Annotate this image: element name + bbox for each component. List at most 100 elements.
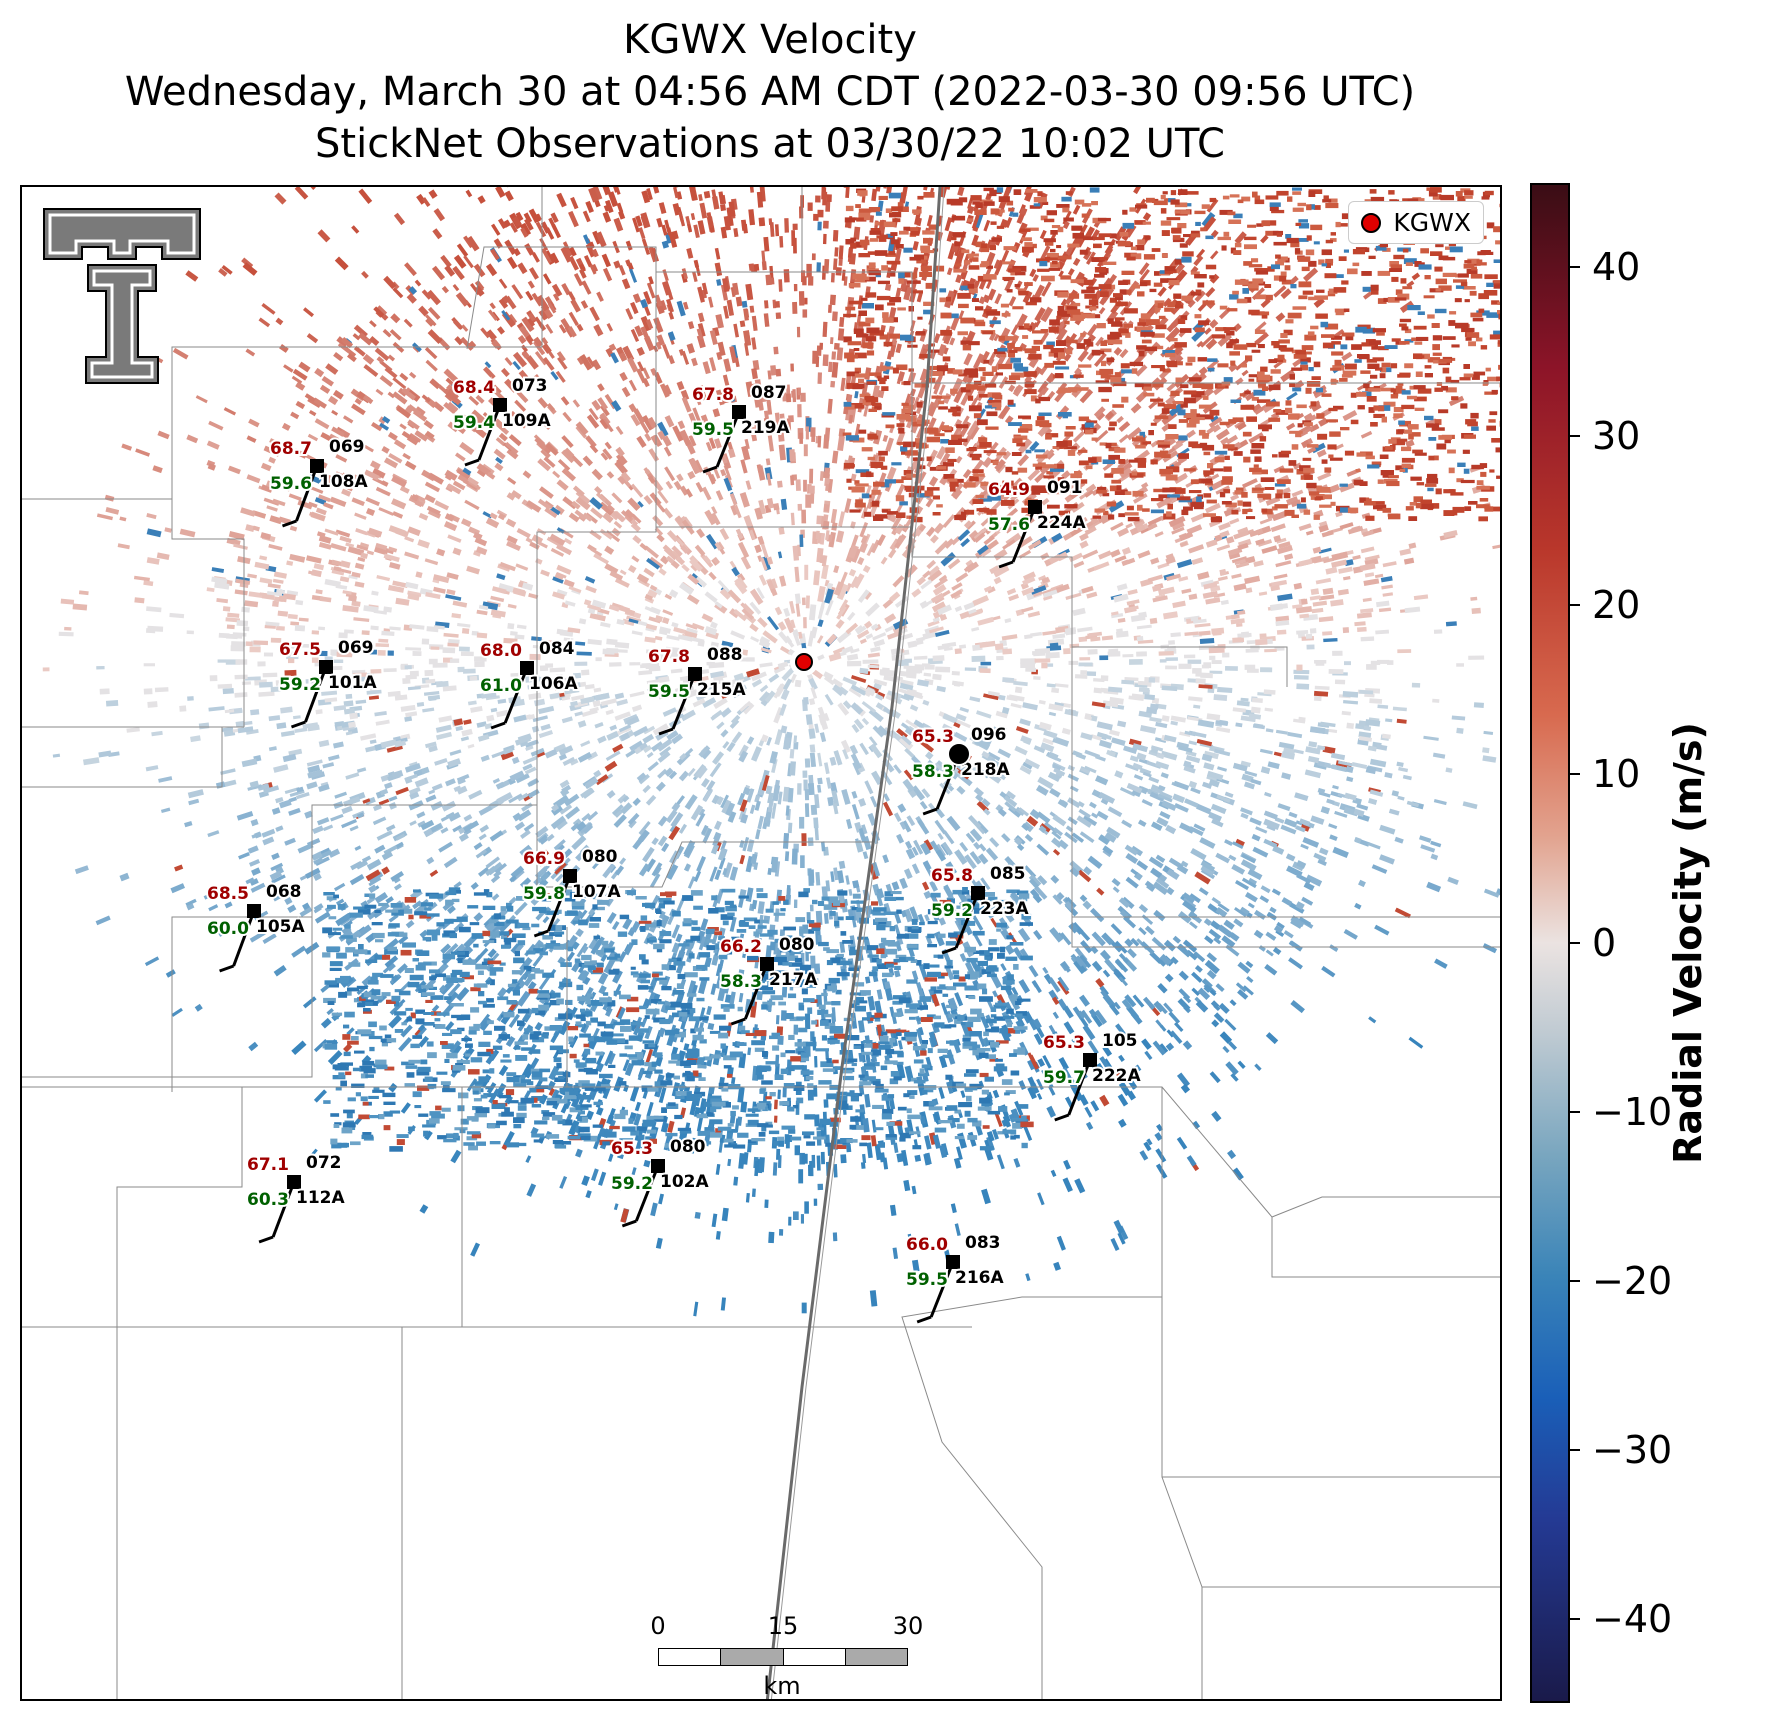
station-marker bbox=[563, 869, 577, 883]
station-wind-direction-halo: 083 bbox=[965, 1233, 1001, 1253]
station-dewpoint: 59.2 bbox=[279, 675, 321, 695]
station-id: 224A bbox=[1037, 513, 1086, 533]
wind-barb-flag bbox=[219, 964, 235, 973]
legend-label: KGWX bbox=[1393, 208, 1471, 237]
radar-site-marker bbox=[790, 648, 971, 766]
station-id-halo: 219A bbox=[741, 418, 790, 438]
station-temperature-halo: 66.2 bbox=[720, 937, 762, 957]
colorbar-tick bbox=[1570, 1110, 1580, 1113]
wind-barb-staff bbox=[477, 404, 502, 461]
scale-tick-15: 15 bbox=[767, 1612, 799, 1640]
station-id: 101A bbox=[328, 673, 377, 693]
scale-tick-30: 30 bbox=[892, 1612, 924, 1640]
station-temperature-halo: 67.8 bbox=[692, 385, 734, 405]
radar-site-legend-icon bbox=[1361, 212, 1382, 233]
station-temperature: 68.5 bbox=[207, 884, 249, 904]
station-temperature-halo: 65.3 bbox=[912, 727, 954, 747]
station-id-halo: 217A bbox=[769, 970, 818, 990]
station-temperature-halo: 67.1 bbox=[247, 1155, 289, 1175]
wind-barb-staff bbox=[1011, 506, 1037, 563]
station-temperature-halo: 68.5 bbox=[207, 884, 249, 904]
station-marker bbox=[310, 459, 324, 473]
title-line-1: KGWX Velocity bbox=[623, 17, 917, 63]
wind-barb-flag bbox=[490, 721, 506, 730]
station-wind-direction-halo: 080 bbox=[779, 935, 815, 955]
station-id-halo: 101A bbox=[328, 673, 377, 693]
station-dewpoint: 58.3 bbox=[912, 762, 954, 782]
station-dewpoint-halo: 59.6 bbox=[270, 474, 312, 494]
station-dewpoint-halo: 59.2 bbox=[611, 1174, 653, 1194]
velocity-field bbox=[42, 187, 1500, 1317]
station-id-halo: 224A bbox=[1037, 513, 1086, 533]
station-id-halo: 223A bbox=[980, 899, 1029, 919]
station-dewpoint: 58.3 bbox=[720, 972, 762, 992]
wind-barb-staff bbox=[546, 875, 572, 932]
station-dewpoint-halo: 61.0 bbox=[480, 676, 522, 696]
station-id-halo: 109A bbox=[502, 411, 551, 431]
wind-barb-staff bbox=[634, 1165, 660, 1222]
station-marker bbox=[493, 398, 507, 412]
station-dewpoint-halo: 58.3 bbox=[720, 972, 762, 992]
colorbar-tick bbox=[1570, 1279, 1580, 1282]
station-wind-direction-halo: 088 bbox=[707, 645, 743, 665]
station-wind-direction: 088 bbox=[707, 645, 743, 665]
station-id: 109A bbox=[502, 411, 551, 431]
station-temperature: 67.1 bbox=[247, 1155, 289, 1175]
colorbar-tick bbox=[1570, 435, 1580, 438]
station-dewpoint-halo: 60.3 bbox=[247, 1190, 289, 1210]
station-wind-direction: 084 bbox=[539, 639, 575, 659]
colorbar-gradient bbox=[1530, 183, 1570, 1703]
station-temperature-halo: 67.5 bbox=[279, 640, 321, 660]
station-dewpoint: 59.7 bbox=[1043, 1068, 1085, 1088]
highway-line bbox=[765, 187, 945, 1699]
station-wind-direction-halo: 084 bbox=[539, 639, 575, 659]
station-wind-direction: 080 bbox=[779, 935, 815, 955]
station-wind-direction-halo: 069 bbox=[329, 437, 365, 457]
station-marker bbox=[946, 1255, 960, 1269]
station-marker bbox=[1083, 1053, 1097, 1067]
station-id-halo: 106A bbox=[529, 674, 578, 694]
radar-site-dot bbox=[795, 653, 813, 671]
station-temperature: 66.9 bbox=[523, 849, 565, 869]
station-dewpoint-halo: 59.8 bbox=[523, 884, 565, 904]
station-218A-ring bbox=[947, 742, 971, 766]
station-id-halo: 216A bbox=[955, 1268, 1004, 1288]
station-dewpoint: 59.5 bbox=[692, 420, 734, 440]
station-dewpoint: 60.0 bbox=[207, 919, 249, 939]
wind-barb-staff bbox=[271, 1181, 296, 1238]
scale-bar-segments bbox=[658, 1648, 908, 1666]
station-id: 222A bbox=[1092, 1066, 1141, 1086]
station-wind-direction-halo: 072 bbox=[306, 1153, 342, 1173]
station-id-halo: 112A bbox=[296, 1188, 345, 1208]
station-temperature: 67.5 bbox=[279, 640, 321, 660]
station-temperature-halo: 66.0 bbox=[906, 1235, 948, 1255]
station-marker bbox=[971, 886, 985, 900]
wind-barb-flag bbox=[464, 458, 480, 467]
station-id-halo: 222A bbox=[1092, 1066, 1141, 1086]
station-dewpoint-halo: 59.7 bbox=[1043, 1068, 1085, 1088]
station-dewpoint-halo: 59.5 bbox=[906, 1270, 948, 1290]
station-wind-direction: 085 bbox=[990, 864, 1026, 884]
station-temperature-halo: 68.0 bbox=[480, 641, 522, 661]
station-id-halo: 215A bbox=[697, 680, 746, 700]
colorbar-tick bbox=[1570, 604, 1580, 607]
station-dewpoint: 59.4 bbox=[453, 413, 495, 433]
station-wind-direction: 096 bbox=[971, 725, 1007, 745]
station-wind-direction: 087 bbox=[751, 383, 787, 403]
station-wind-direction: 091 bbox=[1047, 478, 1083, 498]
station-dewpoint: 59.5 bbox=[648, 682, 690, 702]
wind-barb-flag bbox=[1054, 1113, 1070, 1122]
colorbar-title: Radial Velocity (m/s) bbox=[1666, 722, 1710, 1164]
station-marker bbox=[732, 405, 746, 419]
station-dewpoint-halo: 59.5 bbox=[692, 420, 734, 440]
wind-barb-staff bbox=[503, 667, 529, 724]
wind-barb-flag bbox=[621, 1219, 637, 1228]
